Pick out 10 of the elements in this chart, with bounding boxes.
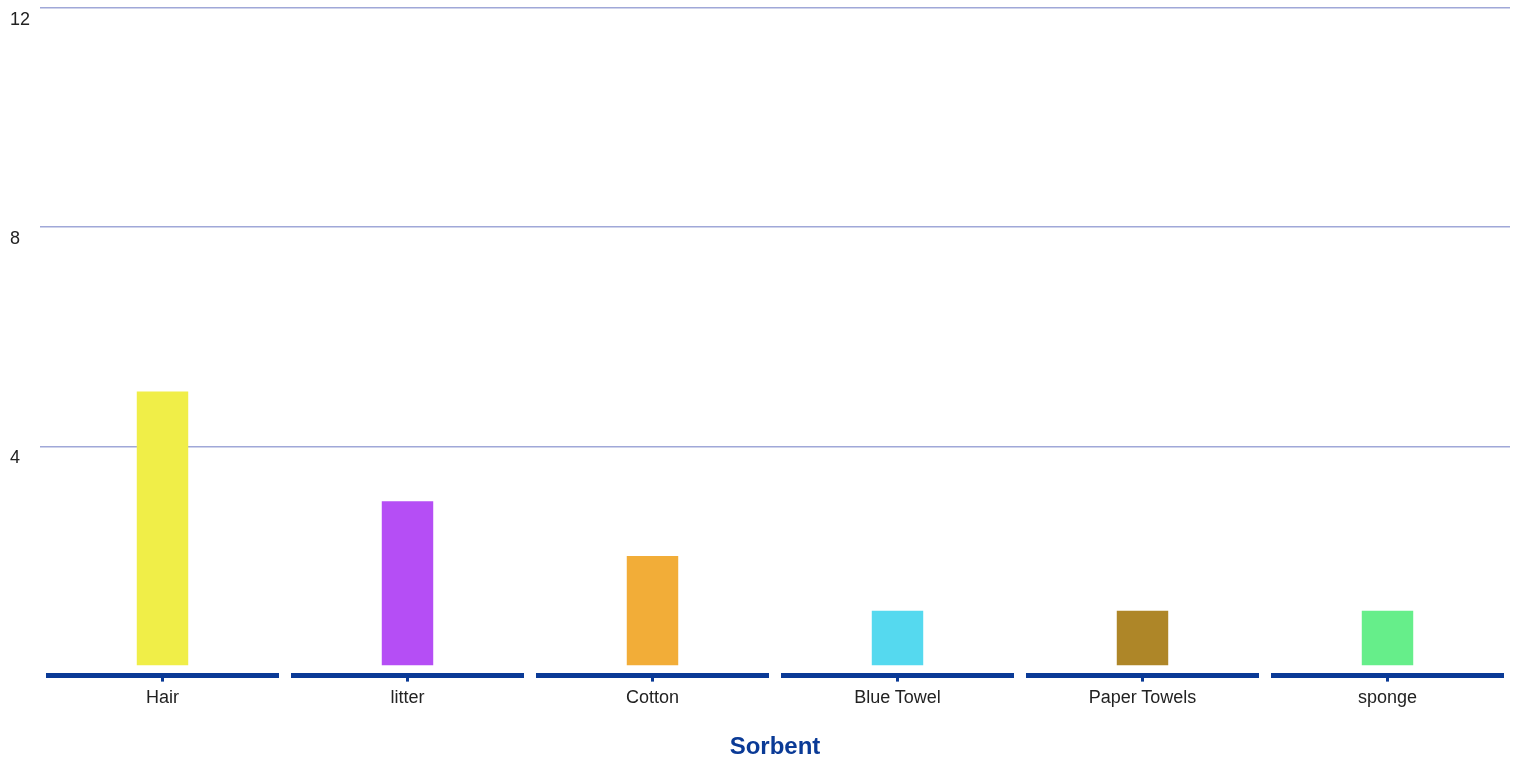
x-tick-label: Hair xyxy=(145,687,180,708)
x-tick-label: Paper Towels xyxy=(1088,687,1197,708)
x-tick-label: sponge xyxy=(1357,687,1418,708)
x-tick-label: Cotton xyxy=(625,687,680,708)
y-tick-label: 12 xyxy=(10,8,31,29)
y-tick-label: 8 xyxy=(10,228,21,249)
x-tick-label: Blue Towel xyxy=(854,687,941,708)
x-tick-label: litter xyxy=(390,687,425,708)
y-tick-label: 4 xyxy=(10,447,21,468)
x-axis-title: Sorbent xyxy=(729,732,821,760)
